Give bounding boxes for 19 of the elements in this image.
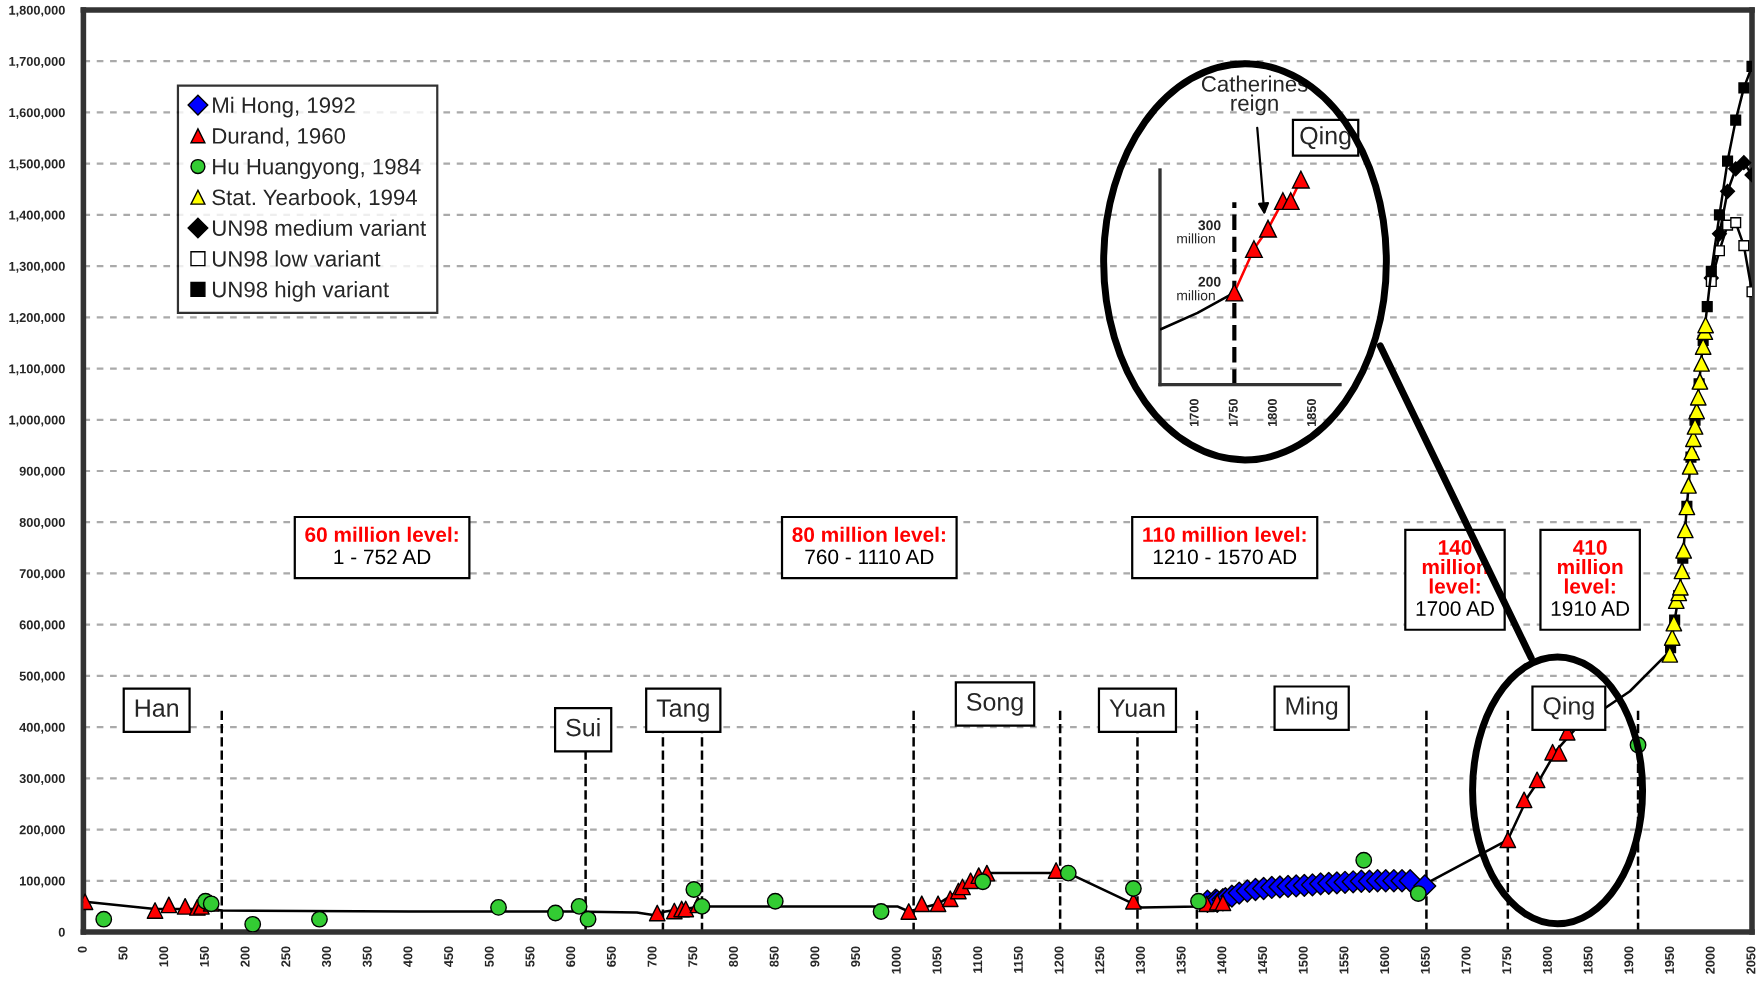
annotation: Han	[135, 699, 178, 717]
annotation: Qing	[1543, 696, 1594, 720]
annotation: Song	[966, 693, 1023, 716]
annotation: 60 million level: 1 - 752 AD	[305, 526, 458, 565]
legend-label: Durand, 1960	[213, 127, 346, 147]
legend-label: UN98 high variant	[212, 281, 389, 302]
annotation: 110 million level: 1210 - 1570 AD	[1143, 526, 1306, 565]
annotation: Tang	[656, 699, 709, 722]
legend-label: UN98 medium variant	[212, 219, 427, 236]
annotation: Ming	[1286, 696, 1338, 720]
annotation: 80 million level: 760 - 1110 AD	[792, 526, 945, 565]
legend-label: Stat. Yearbook, 1994	[212, 188, 417, 208]
annotation: Yuan	[1109, 699, 1165, 717]
annotation: 410 million level: 1910 AD	[1551, 540, 1630, 616]
legend-label: Mi Hong, 1992	[213, 96, 355, 118]
annotation: Sui	[566, 718, 600, 737]
legend-label: Hu Huangyong, 1984	[213, 158, 421, 179]
annotation: Qing	[1300, 126, 1351, 150]
legend-label: UN98 low variant	[212, 250, 381, 267]
